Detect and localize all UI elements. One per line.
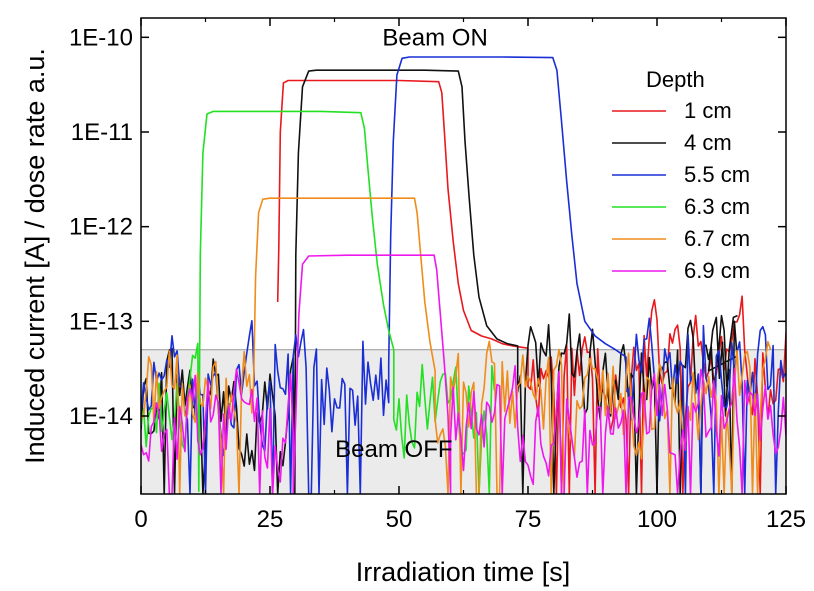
legend-label: 6.9 cm [684,258,750,283]
y-tick-label: 1E-14 [69,403,133,430]
x-tick-label: 25 [257,506,284,533]
legend-label: 6.3 cm [684,194,750,219]
legend-label: 5.5 cm [684,162,750,187]
series-line-6-7-cm [141,197,772,494]
legend-label: 4 cm [684,130,732,155]
legend-label: 6.7 cm [684,226,750,251]
x-tick-label: 125 [766,506,806,533]
x-tick-label: 100 [637,506,677,533]
series-layer [141,56,786,494]
annotation-beam-on: Beam ON [382,24,487,51]
y-tick-label: 1E-12 [69,214,133,241]
x-tick-label: 50 [386,506,413,533]
y-axis-title: Induced current [A] / dose rate a.u. [20,48,50,464]
y-tick-label: 1E-10 [69,24,133,51]
annotations: Beam ON Beam OFF [335,24,488,463]
series-line-6-9-cm [141,254,786,494]
ticks: 0 25 50 75 100 125 1E-14 1E-13 1E-12 1E-11 1E-10 [69,18,806,533]
x-tick-label: 75 [515,506,542,533]
legend-label: 1 cm [684,98,732,123]
y-tick-label: 1E-11 [71,119,133,146]
y-tick-label: 1E-13 [69,308,133,335]
legend-title: Depth [646,67,705,92]
legend: Depth 1 cm 4 cm 5.5 cm 6.3 cm 6.7 cm 6.9 cm [612,67,750,283]
x-tick-label: 0 [134,506,147,533]
annotation-beam-off: Beam OFF [335,436,452,463]
x-axis-title: Irradiation time [s] [356,557,571,587]
series-line-4-cm [141,69,738,494]
